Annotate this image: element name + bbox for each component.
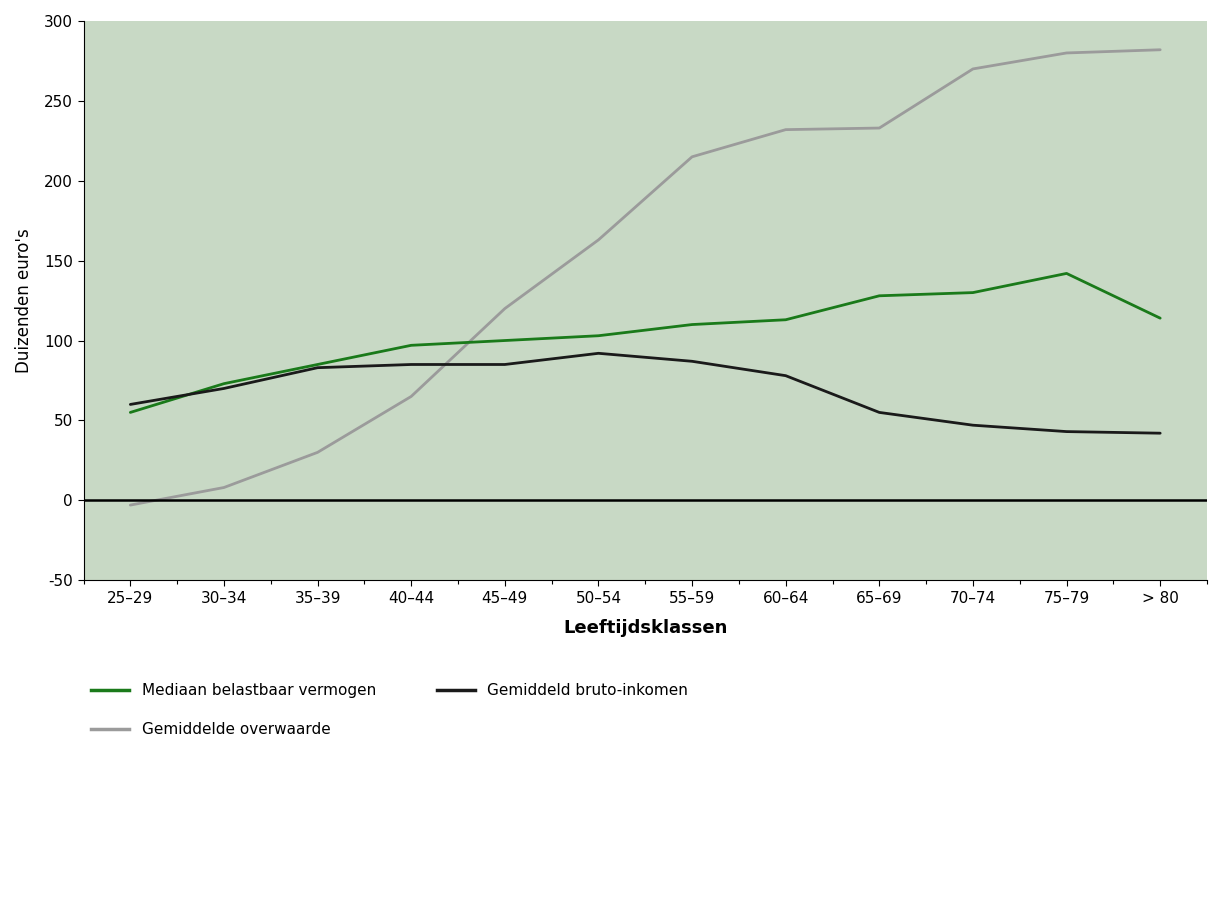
Y-axis label: Duizenden euro's: Duizenden euro's xyxy=(15,228,33,373)
X-axis label: Leeftijdsklassen: Leeftijdsklassen xyxy=(563,619,727,638)
Legend: Gemiddelde overwaarde: Gemiddelde overwaarde xyxy=(92,722,330,737)
